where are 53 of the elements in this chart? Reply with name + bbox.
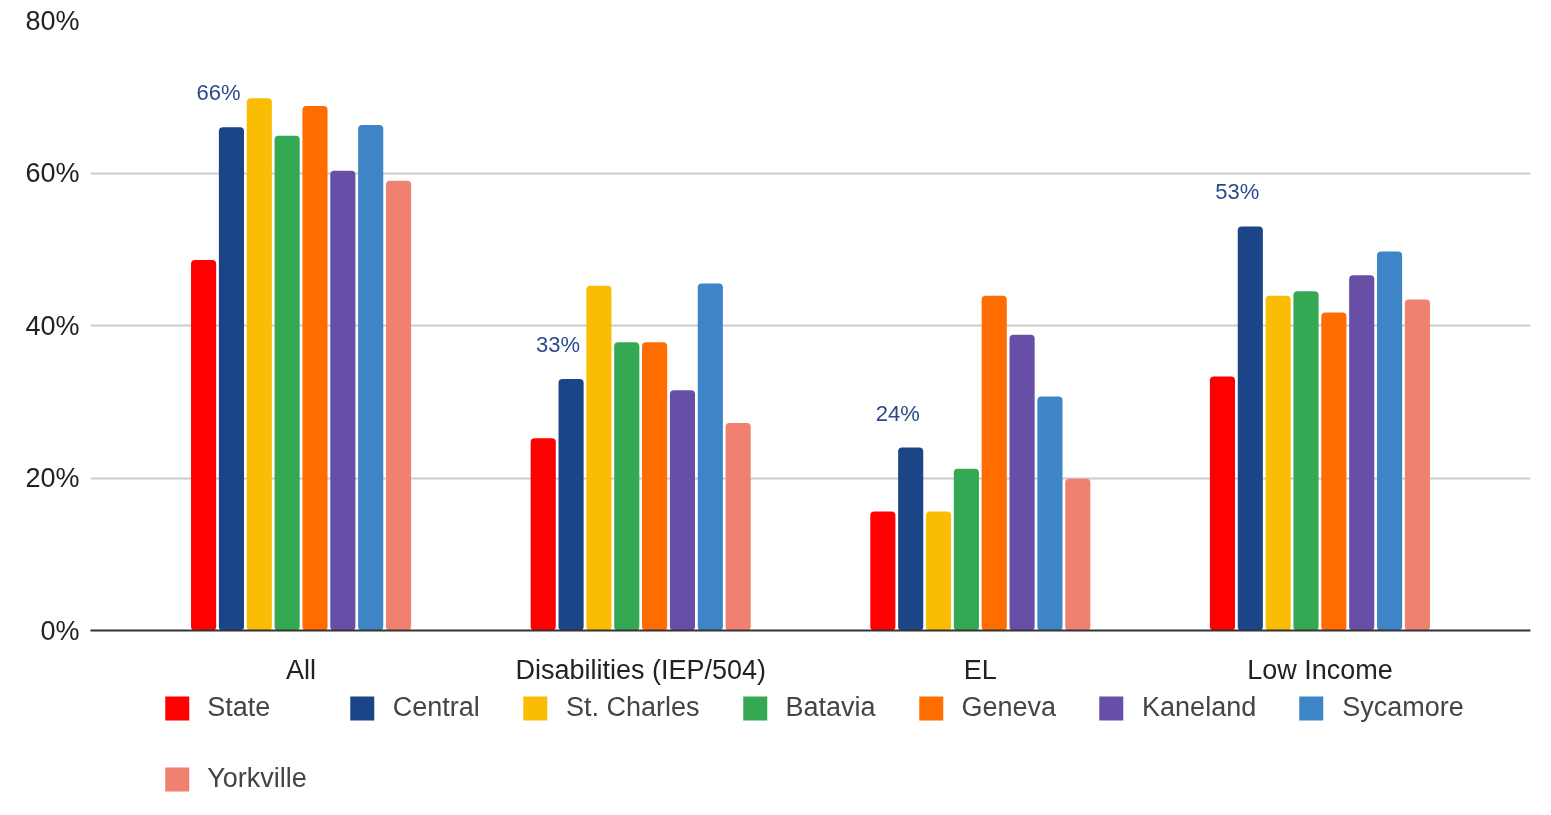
bar bbox=[1293, 291, 1319, 631]
legend-label: St. Charles bbox=[565, 692, 700, 723]
data-label: 33% bbox=[536, 331, 581, 357]
data-label: 53% bbox=[1215, 179, 1260, 205]
bar bbox=[614, 342, 640, 631]
data-label: 66% bbox=[196, 80, 241, 106]
bar bbox=[385, 180, 412, 631]
bar bbox=[953, 468, 979, 631]
bar bbox=[725, 423, 751, 631]
bar bbox=[1265, 295, 1291, 631]
bar bbox=[669, 390, 696, 631]
y-tick-label: 60% bbox=[25, 158, 80, 188]
bar bbox=[191, 259, 217, 631]
y-tick-label: 80% bbox=[25, 5, 80, 36]
bar bbox=[358, 124, 384, 631]
bar bbox=[302, 105, 328, 631]
bar bbox=[1404, 299, 1430, 631]
bar bbox=[1209, 376, 1236, 631]
bar bbox=[697, 283, 723, 631]
bar bbox=[330, 170, 356, 631]
x-tick-label: Low Income bbox=[1247, 654, 1393, 685]
bar bbox=[274, 135, 300, 631]
bar bbox=[246, 98, 272, 631]
bar bbox=[1376, 251, 1403, 631]
bar bbox=[530, 438, 556, 631]
bar bbox=[1065, 478, 1091, 631]
bar bbox=[218, 127, 245, 631]
bar bbox=[1037, 396, 1063, 631]
legend-label: Batavia bbox=[785, 692, 876, 723]
bar bbox=[981, 295, 1007, 631]
legend-label: Central bbox=[392, 692, 480, 723]
bar bbox=[1237, 226, 1263, 631]
y-tick-label: 40% bbox=[25, 310, 80, 341]
bar bbox=[1321, 312, 1347, 631]
x-tick-label: EL bbox=[963, 654, 997, 685]
bar bbox=[898, 447, 924, 631]
bar bbox=[642, 342, 668, 631]
bar bbox=[558, 378, 584, 631]
legend-label: Geneva bbox=[961, 692, 1057, 723]
legend-label: Kaneland bbox=[1142, 692, 1257, 723]
y-tick-label: 0% bbox=[40, 615, 80, 646]
bar bbox=[925, 511, 952, 631]
legend-label: Sycamore bbox=[1342, 692, 1464, 723]
legend-label: State bbox=[207, 692, 271, 723]
y-tick-label: 20% bbox=[25, 463, 80, 493]
bar bbox=[1009, 334, 1035, 631]
x-tick-label: All bbox=[286, 654, 317, 685]
bar bbox=[586, 285, 612, 631]
x-tick-label: Disabilities (IEP/504) bbox=[515, 654, 766, 685]
legend-label: Yorkville bbox=[207, 763, 307, 794]
data-label: 24% bbox=[875, 400, 920, 426]
bar bbox=[1349, 275, 1375, 631]
bar bbox=[870, 511, 896, 631]
